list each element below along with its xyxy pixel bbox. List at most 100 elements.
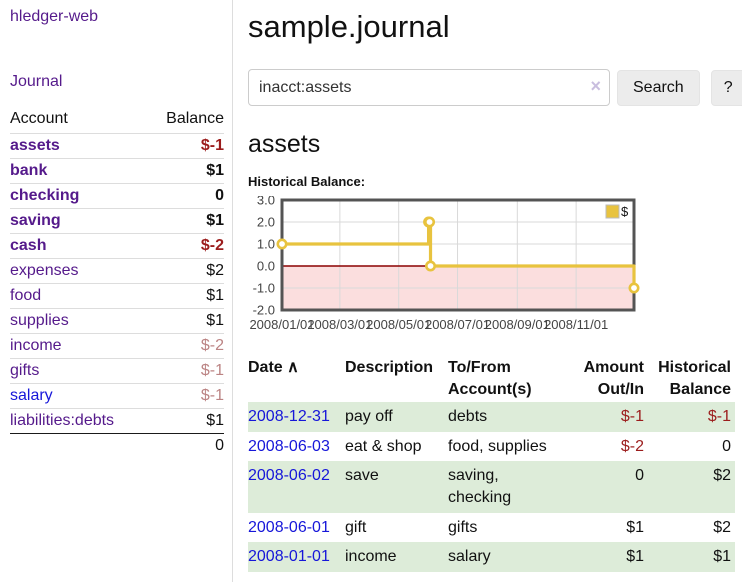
account-balance: $1 <box>147 308 224 334</box>
historical-balance-chart[interactable]: $ -2.0 -1.0 0.0 1.0 2.0 3.0 2008/01/012008/03/0… <box>248 193 646 338</box>
account-row: checking 0 <box>10 183 224 209</box>
sidebar-item-journal[interactable]: Journal <box>10 73 63 90</box>
chart-point <box>276 238 288 250</box>
x-tick-label: 2008/11/01 <box>544 317 608 332</box>
account-link-assets[interactable]: assets <box>10 137 60 154</box>
x-tick-label: 2008/03/01 <box>307 317 372 332</box>
transaction-description: eat & shop <box>345 437 422 455</box>
account-link-liabilities-debts[interactable]: liabilities:debts <box>10 412 115 429</box>
chart-point <box>424 216 436 228</box>
account-balance: $1 <box>147 283 224 309</box>
transaction-date-link[interactable]: 2008-06-02 <box>248 467 330 485</box>
search-button[interactable]: Search <box>617 69 700 106</box>
account-link-food[interactable]: food <box>10 287 42 304</box>
register-col-date-label: Date <box>248 359 283 376</box>
accounts-header-row: Account Balance <box>10 108 224 134</box>
account-row: liabilities:debts $1 <box>10 408 224 434</box>
transaction-amount: $-2 <box>620 437 644 455</box>
x-tick-label: 2008/01/01 <box>249 317 314 332</box>
account-link-saving[interactable]: saving <box>10 212 61 229</box>
account-row: cash $-2 <box>10 233 224 259</box>
register-col-description: Description <box>345 359 434 376</box>
transaction-description: pay off <box>345 408 393 426</box>
accounts-col-account: Account <box>10 110 68 127</box>
sort-ascending-icon: ∧ <box>287 359 299 376</box>
chart-point <box>425 260 437 272</box>
legend-swatch <box>605 204 620 219</box>
register-table: Date ∧ Description To/From Account(s) Am… <box>248 355 735 572</box>
transaction-description: income <box>345 548 397 566</box>
register-col-amount: Amount Out/In <box>583 359 644 398</box>
y-tick-label: -1.0 <box>253 281 275 296</box>
account-row: food $1 <box>10 283 224 309</box>
account-balance: $2 <box>147 258 224 284</box>
account-link-checking[interactable]: checking <box>10 187 80 204</box>
account-balance: $1 <box>147 158 224 184</box>
search-input[interactable] <box>248 69 610 106</box>
account-balance: $-2 <box>147 333 224 359</box>
clear-search-icon[interactable]: × <box>590 76 601 96</box>
chart-point <box>628 282 640 294</box>
accounts-table: Account Balance assets $-1 bank $1 checking 0… <box>10 108 224 458</box>
chart-heading: Historical Balance: <box>248 174 366 189</box>
page-title: sample.journal <box>248 9 450 44</box>
register-row: 2008-06-02 save saving, checking 0 $2 <box>248 461 735 513</box>
account-row: saving $1 <box>10 208 224 234</box>
transaction-balance: $1 <box>713 548 731 566</box>
accounts-total-value: 0 <box>147 433 224 458</box>
account-row: bank $1 <box>10 158 224 184</box>
transaction-description: save <box>345 467 379 485</box>
sidebar: hledger-web Journal Account Balance asse… <box>0 0 233 582</box>
search-bar: × Search ? <box>248 69 742 106</box>
chart-container[interactable]: $ -2.0 -1.0 0.0 1.0 2.0 3.0 2008/01/01 2008/03/0… <box>248 193 742 343</box>
transaction-date-link[interactable]: 2008-06-01 <box>248 518 330 536</box>
transaction-balance: $-1 <box>707 408 731 426</box>
account-balance: $-1 <box>147 358 224 384</box>
account-link-supplies[interactable]: supplies <box>10 312 69 329</box>
plot-border <box>280 198 636 312</box>
transaction-amount: $-1 <box>620 408 644 426</box>
account-link-income[interactable]: income <box>10 337 62 354</box>
account-link-expenses[interactable]: expenses <box>10 262 79 279</box>
account-link-cash[interactable]: cash <box>10 237 47 254</box>
account-row: expenses $2 <box>10 258 224 284</box>
accounts-total-row: 0 <box>10 433 224 458</box>
y-tick-label: 3.0 <box>257 196 275 208</box>
account-balance: $-1 <box>147 383 224 409</box>
account-row: salary $-1 <box>10 383 224 409</box>
account-link-salary[interactable]: salary <box>10 387 53 404</box>
y-tick-label: 0.0 <box>257 259 275 274</box>
register-row: 2008-01-01 income salary $1 $1 <box>248 542 735 572</box>
account-row: income $-2 <box>10 333 224 359</box>
transaction-balance: 0 <box>722 437 731 455</box>
app-brand-link[interactable]: hledger-web <box>10 8 99 25</box>
search-box: × <box>248 69 610 106</box>
register-col-accounts: To/From Account(s) <box>448 359 532 398</box>
account-link-gifts[interactable]: gifts <box>10 362 40 379</box>
transaction-balance: $2 <box>713 518 731 536</box>
accounts-col-balance: Balance <box>166 110 224 127</box>
account-balance: $1 <box>147 208 224 234</box>
transaction-accounts: debts <box>448 408 488 426</box>
transaction-date-link[interactable]: 2008-12-31 <box>248 408 330 426</box>
account-row: supplies $1 <box>10 308 224 334</box>
transaction-balance: $2 <box>713 467 731 485</box>
transaction-accounts: gifts <box>448 518 478 536</box>
transaction-description: gift <box>345 518 367 536</box>
account-row: assets $-1 <box>10 133 224 159</box>
transaction-amount: $1 <box>626 548 644 566</box>
account-balance: $-1 <box>147 133 224 159</box>
account-link-bank[interactable]: bank <box>10 162 48 179</box>
register-row: 2008-06-01 gift gifts $1 $2 <box>248 513 735 543</box>
y-tick-label: -2.0 <box>253 303 275 318</box>
register-row: 2008-12-31 pay off debts $-1 $-1 <box>248 402 735 432</box>
help-button[interactable]: ? <box>710 69 742 106</box>
transaction-date-link[interactable]: 2008-06-03 <box>248 437 330 455</box>
account-balance: $-2 <box>147 233 224 259</box>
register-col-date[interactable]: Date ∧ <box>248 355 345 402</box>
transaction-date-link[interactable]: 2008-01-01 <box>248 548 330 566</box>
transaction-accounts: food, supplies <box>448 437 547 455</box>
y-tick-label: 1.0 <box>257 237 275 252</box>
register-header-row: Date ∧ Description To/From Account(s) Am… <box>248 355 735 402</box>
register-row: 2008-06-03 eat & shop food, supplies $-2 0 <box>248 432 735 462</box>
